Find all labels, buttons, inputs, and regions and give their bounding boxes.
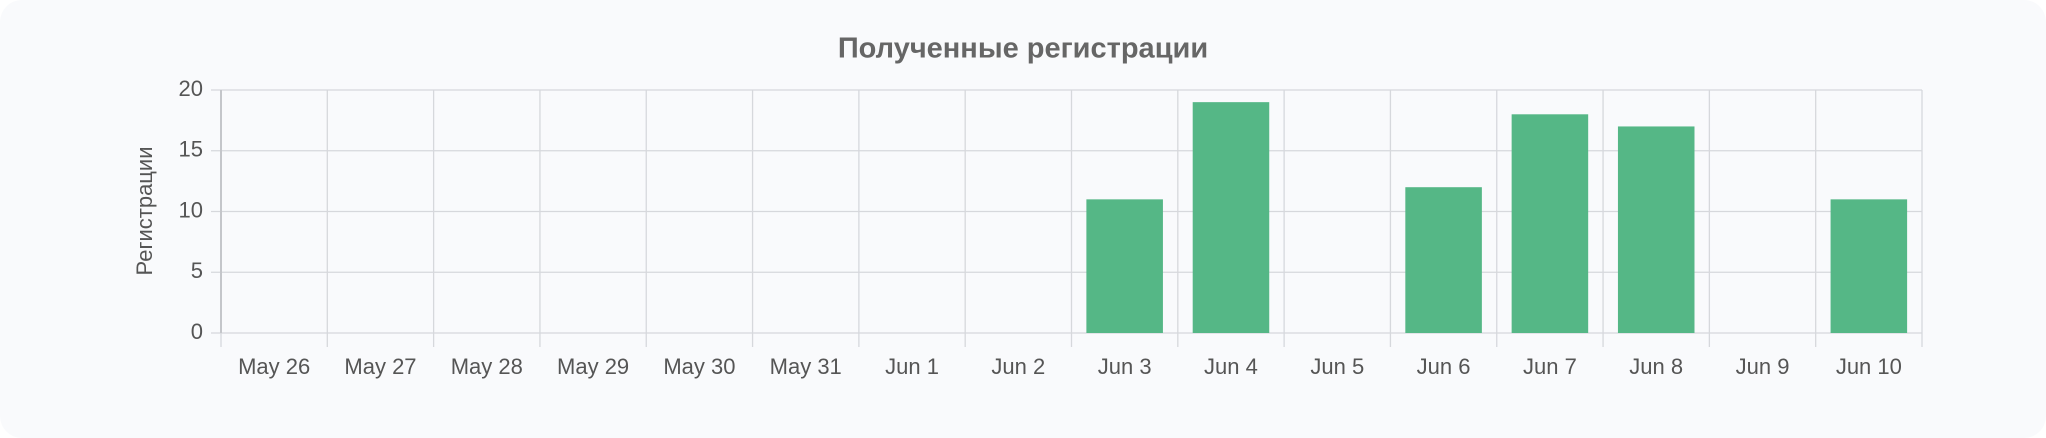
x-tick-label: Jun 5 — [1310, 354, 1364, 379]
chart-title: Полученные регистрации — [838, 33, 1208, 65]
bar — [1511, 114, 1589, 333]
y-tick-label: 10 — [179, 197, 203, 222]
x-tick-label: Jun 1 — [885, 354, 939, 379]
x-tick-label: Jun 2 — [991, 354, 1045, 379]
y-tick-label: 15 — [179, 137, 203, 162]
y-axis-label: Регистрации — [132, 147, 157, 276]
x-tick-label: May 28 — [451, 354, 523, 379]
x-tick-label: May 29 — [557, 354, 629, 379]
x-tick-label: Jun 7 — [1523, 354, 1577, 379]
x-tick-label: May 26 — [238, 354, 310, 379]
bar — [1086, 199, 1163, 333]
x-tick-label: Jun 3 — [1098, 354, 1152, 379]
y-tick-label: 20 — [179, 76, 203, 101]
x-tick-label: Jun 8 — [1629, 354, 1683, 379]
y-tick-label: 0 — [191, 319, 203, 344]
x-tick-label: May 27 — [344, 354, 416, 379]
bar — [1405, 187, 1482, 333]
x-tick-label: Jun 10 — [1836, 354, 1902, 379]
bar — [1830, 199, 1908, 333]
bar — [1192, 102, 1270, 334]
x-tick-label: Jun 4 — [1204, 354, 1258, 379]
x-tick-label: Jun 6 — [1417, 354, 1471, 379]
x-tick-label: May 31 — [770, 354, 842, 379]
y-tick-label: 5 — [191, 258, 203, 283]
bar — [1617, 126, 1695, 333]
x-tick-label: Jun 9 — [1736, 354, 1790, 379]
x-tick-label: May 30 — [663, 354, 735, 379]
